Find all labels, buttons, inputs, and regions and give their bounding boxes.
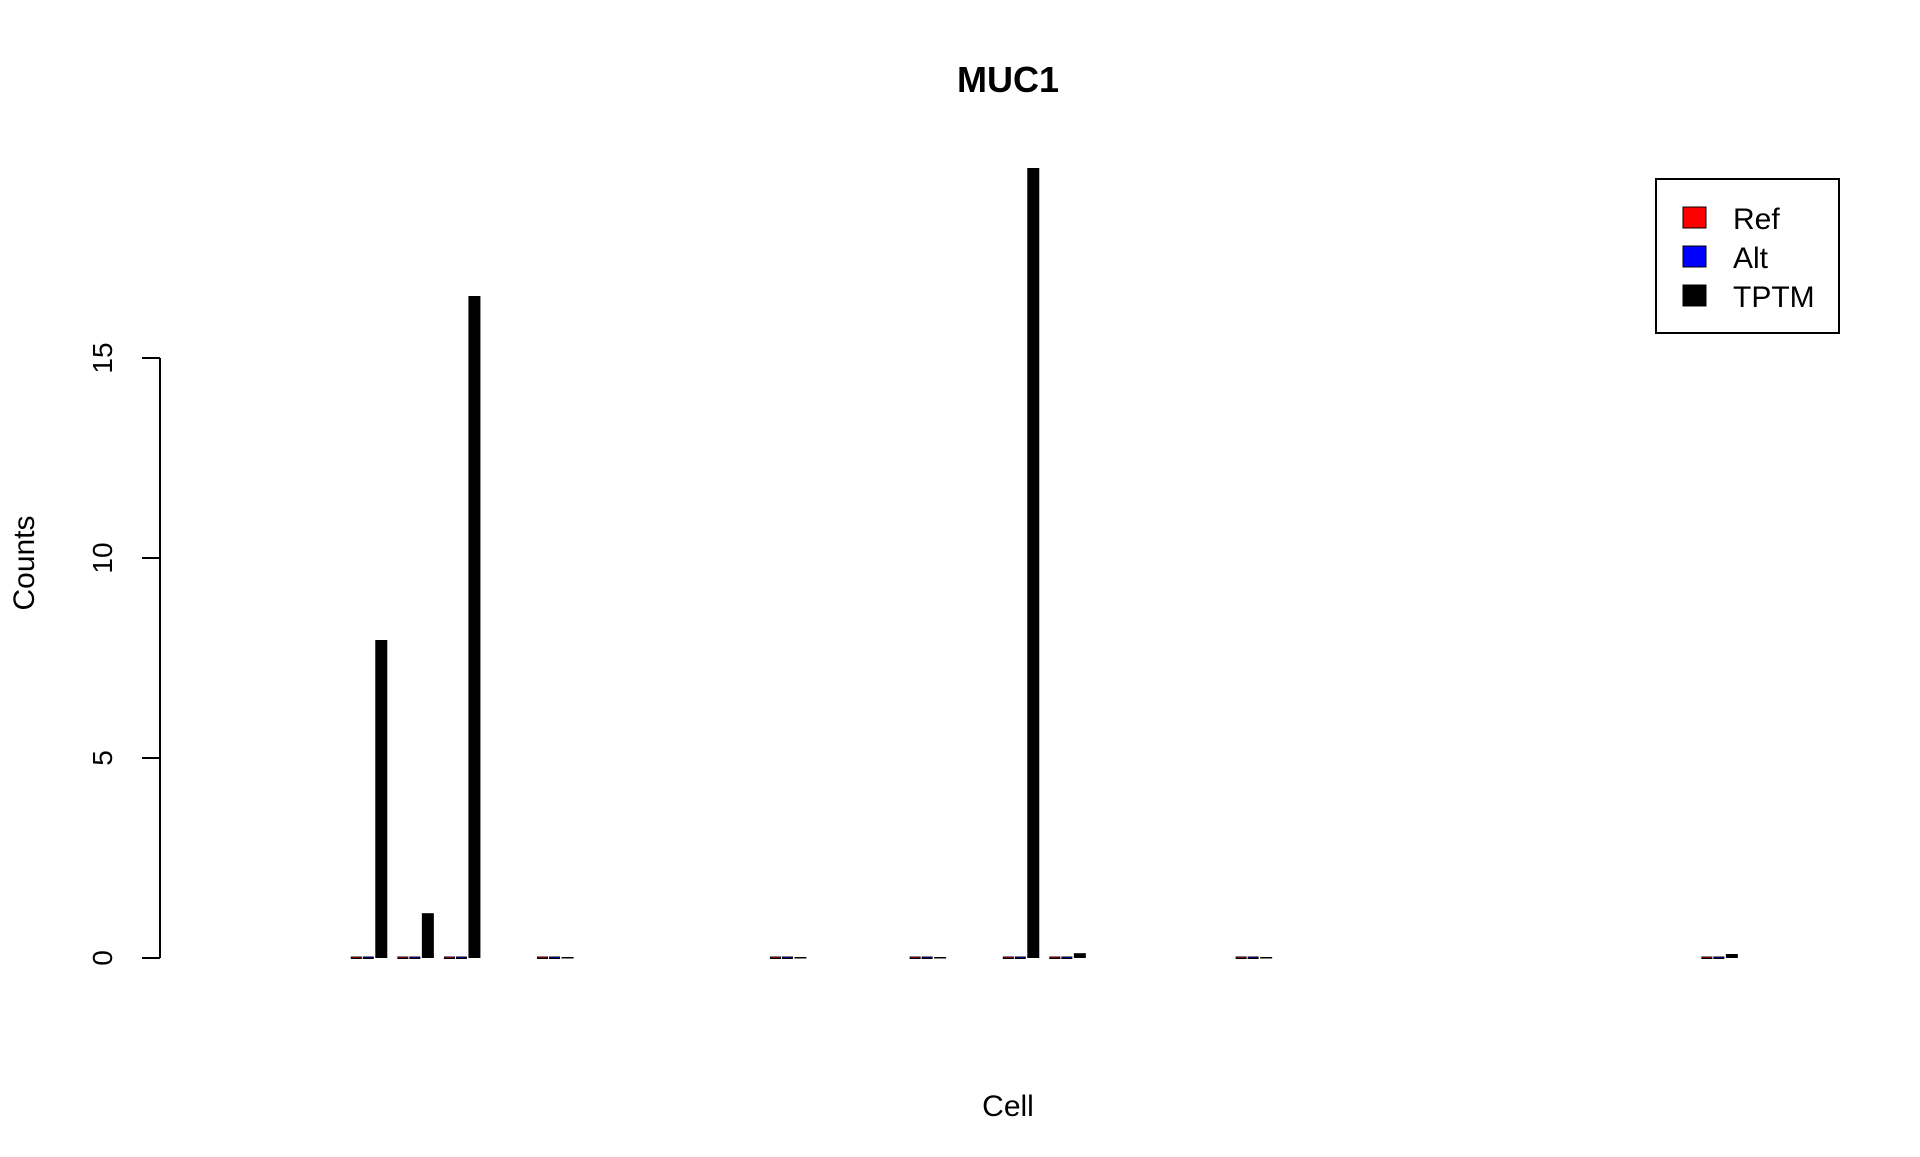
bar-ref — [909, 956, 921, 959]
x-axis-label: Cell — [982, 1090, 1034, 1123]
bar-ref — [1701, 956, 1713, 959]
y-axis-label: Counts — [8, 515, 41, 610]
bar-ref — [397, 956, 409, 959]
bar-alt — [781, 956, 793, 959]
legend-swatch-alt — [1682, 245, 1707, 268]
bar-tptm — [468, 296, 481, 958]
chart-title: MUC1 — [957, 59, 1059, 100]
bars-group — [350, 168, 1738, 959]
bar-tptm — [561, 957, 574, 959]
bar-alt — [1061, 956, 1073, 959]
bar-ref — [350, 956, 362, 959]
bar-ref — [769, 956, 781, 959]
bar-tptm — [934, 957, 947, 959]
bar-alt — [921, 956, 933, 959]
y-axis: 0 5 10 15 — [87, 342, 161, 966]
y-tick-label: 15 — [87, 342, 118, 373]
bar-tptm — [375, 640, 388, 958]
bar-alt — [455, 956, 467, 959]
bar-ref — [1235, 956, 1247, 959]
bar-ref — [1049, 956, 1061, 959]
bar-tptm — [421, 913, 434, 958]
legend-label-alt: Alt — [1733, 242, 1769, 275]
bar-alt — [549, 956, 561, 959]
bar-tptm — [794, 957, 807, 959]
y-tick-label: 0 — [87, 950, 118, 966]
y-tick-label: 10 — [87, 542, 118, 573]
bar-tptm — [1260, 957, 1273, 959]
bar-ref — [443, 956, 455, 959]
legend-swatch-ref — [1682, 206, 1707, 229]
legend-label-tptm: TPTM — [1733, 281, 1815, 314]
bar-tptm — [1073, 953, 1086, 958]
bar-alt — [1713, 956, 1725, 959]
legend-label-ref: Ref — [1733, 203, 1780, 236]
bar-tptm — [1725, 954, 1738, 958]
bar-alt — [1014, 956, 1026, 959]
y-tick-label: 5 — [87, 750, 118, 766]
bar-alt — [362, 956, 374, 959]
bar-ref — [537, 956, 549, 959]
bar-tptm — [1027, 168, 1040, 958]
legend-swatch-tptm — [1682, 284, 1707, 307]
legend: Ref Alt TPTM — [1655, 178, 1840, 334]
bar-ref — [1002, 956, 1014, 959]
bar-alt — [409, 956, 421, 959]
bar-alt — [1247, 956, 1259, 959]
